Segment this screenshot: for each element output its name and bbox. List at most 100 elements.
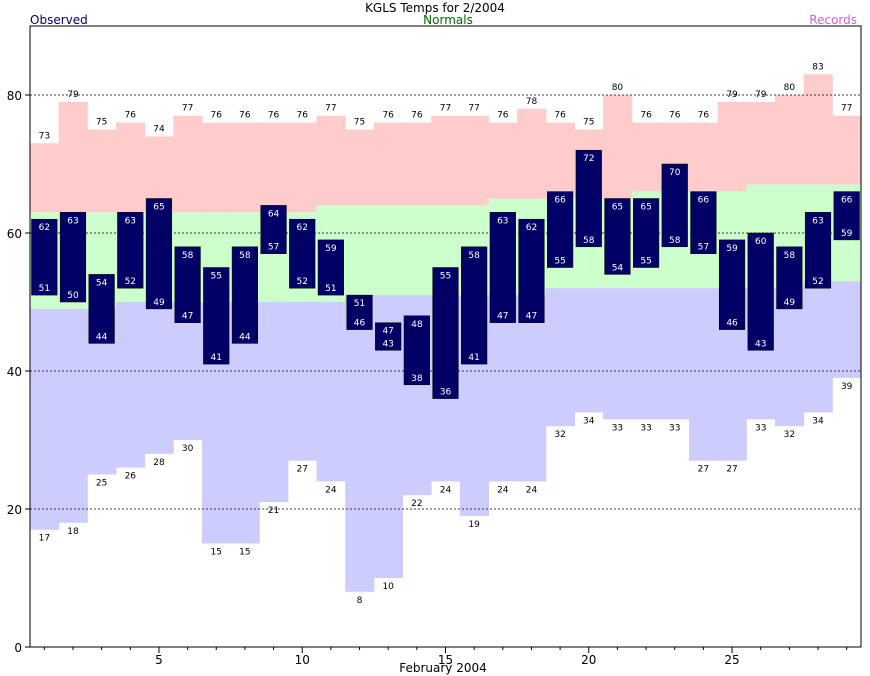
observed-bar bbox=[403, 315, 430, 386]
record-low-band bbox=[30, 308, 60, 530]
observed-bar bbox=[804, 212, 832, 289]
record-high-band bbox=[775, 95, 805, 185]
observed-bar bbox=[690, 191, 717, 254]
observed-high-label: 70 bbox=[669, 168, 681, 178]
observed-bar bbox=[59, 212, 87, 303]
record-high-label: 77 bbox=[468, 104, 479, 114]
record-low-label: 24 bbox=[497, 485, 509, 495]
record-high-label: 77 bbox=[440, 104, 451, 114]
record-low-band bbox=[631, 288, 661, 420]
observed-bar bbox=[174, 246, 201, 323]
observed-bar bbox=[575, 149, 602, 248]
record-high-label: 76 bbox=[296, 111, 308, 121]
observed-bar bbox=[289, 218, 316, 289]
record-high-label: 76 bbox=[125, 111, 137, 121]
observed-bar bbox=[145, 198, 173, 310]
observed-high-label: 51 bbox=[354, 299, 365, 309]
record-high-band bbox=[603, 95, 633, 199]
record-low-label: 22 bbox=[411, 499, 422, 509]
record-low-label: 33 bbox=[755, 423, 766, 433]
normal-band bbox=[402, 205, 432, 296]
observed-high-label: 65 bbox=[612, 203, 623, 213]
record-high-label: 77 bbox=[325, 104, 336, 114]
observed-high-label: 63 bbox=[125, 216, 136, 226]
x-tick-label: 20 bbox=[581, 653, 596, 667]
observed-low-label: 47 bbox=[497, 312, 508, 322]
observed-low-label: 52 bbox=[812, 277, 823, 287]
record-low-band bbox=[803, 281, 833, 413]
record-low-band bbox=[144, 302, 174, 454]
record-high-label: 77 bbox=[182, 104, 193, 114]
record-low-label: 34 bbox=[583, 416, 595, 426]
record-high-label: 76 bbox=[497, 111, 509, 121]
record-high-band bbox=[746, 101, 776, 185]
observed-bar bbox=[31, 218, 58, 296]
record-low-band bbox=[545, 288, 575, 427]
record-low-label: 33 bbox=[612, 423, 623, 433]
observed-bar bbox=[633, 198, 660, 268]
observed-high-label: 65 bbox=[153, 203, 164, 213]
record-high-label: 76 bbox=[411, 111, 423, 121]
observed-low-label: 55 bbox=[640, 257, 651, 267]
record-low-label: 24 bbox=[526, 485, 538, 495]
observed-low-label: 50 bbox=[67, 291, 79, 301]
record-high-label: 78 bbox=[526, 97, 538, 107]
observed-high-label: 47 bbox=[382, 327, 393, 337]
observed-high-label: 48 bbox=[411, 320, 423, 330]
normal-band bbox=[373, 205, 404, 296]
record-high-label: 76 bbox=[239, 111, 251, 121]
record-low-label: 10 bbox=[382, 582, 394, 592]
observed-high-label: 54 bbox=[96, 278, 108, 288]
observed-high-label: 63 bbox=[497, 216, 508, 226]
y-tick-label: 80 bbox=[7, 89, 22, 103]
record-high-label: 76 bbox=[698, 111, 710, 121]
record-high-band bbox=[173, 115, 203, 213]
record-low-label: 19 bbox=[468, 520, 480, 530]
observed-low-label: 59 bbox=[841, 229, 853, 239]
observed-bar bbox=[432, 267, 459, 399]
observed-low-label: 46 bbox=[726, 319, 738, 329]
observed-bar bbox=[489, 212, 516, 323]
record-high-band bbox=[230, 122, 260, 213]
record-high-band bbox=[58, 101, 88, 213]
observed-high-label: 62 bbox=[39, 223, 50, 233]
observed-low-label: 51 bbox=[39, 284, 50, 294]
record-low-label: 25 bbox=[96, 479, 107, 489]
record-high-band bbox=[459, 115, 489, 206]
record-low-label: 32 bbox=[784, 430, 795, 440]
observed-bar bbox=[375, 322, 402, 351]
record-high-band bbox=[803, 74, 833, 185]
record-low-label: 30 bbox=[182, 444, 194, 454]
record-high-band bbox=[201, 122, 232, 213]
record-low-band bbox=[287, 302, 318, 461]
record-low-label: 32 bbox=[554, 430, 565, 440]
observed-bar bbox=[461, 246, 488, 365]
record-high-label: 79 bbox=[67, 90, 79, 100]
observed-bar bbox=[661, 163, 688, 248]
record-high-band bbox=[115, 122, 146, 213]
record-low-band bbox=[574, 288, 604, 413]
observed-low-label: 57 bbox=[268, 243, 279, 253]
normal-band bbox=[345, 205, 375, 296]
observed-low-label: 36 bbox=[440, 388, 452, 398]
observed-low-label: 43 bbox=[382, 339, 393, 349]
record-low-band bbox=[689, 288, 719, 461]
x-tick-label: 5 bbox=[155, 653, 163, 667]
record-low-label: 21 bbox=[268, 506, 279, 516]
record-high-label: 80 bbox=[784, 83, 796, 93]
observed-low-label: 55 bbox=[554, 257, 565, 267]
observed-low-label: 46 bbox=[354, 319, 366, 329]
record-high-label: 83 bbox=[812, 62, 823, 72]
record-high-band bbox=[87, 129, 117, 213]
record-low-label: 15 bbox=[239, 548, 250, 558]
observed-high-label: 65 bbox=[640, 203, 651, 213]
record-low-label: 15 bbox=[211, 548, 222, 558]
observed-bar bbox=[317, 239, 344, 296]
chart-title: KGLS Temps for 2/2004 bbox=[365, 1, 505, 15]
observed-low-label: 41 bbox=[468, 353, 479, 363]
observed-low-label: 47 bbox=[182, 312, 193, 322]
record-low-band bbox=[603, 288, 633, 420]
observed-low-label: 52 bbox=[296, 277, 307, 287]
legend-records: Records bbox=[809, 13, 857, 27]
observed-bar bbox=[833, 191, 860, 241]
